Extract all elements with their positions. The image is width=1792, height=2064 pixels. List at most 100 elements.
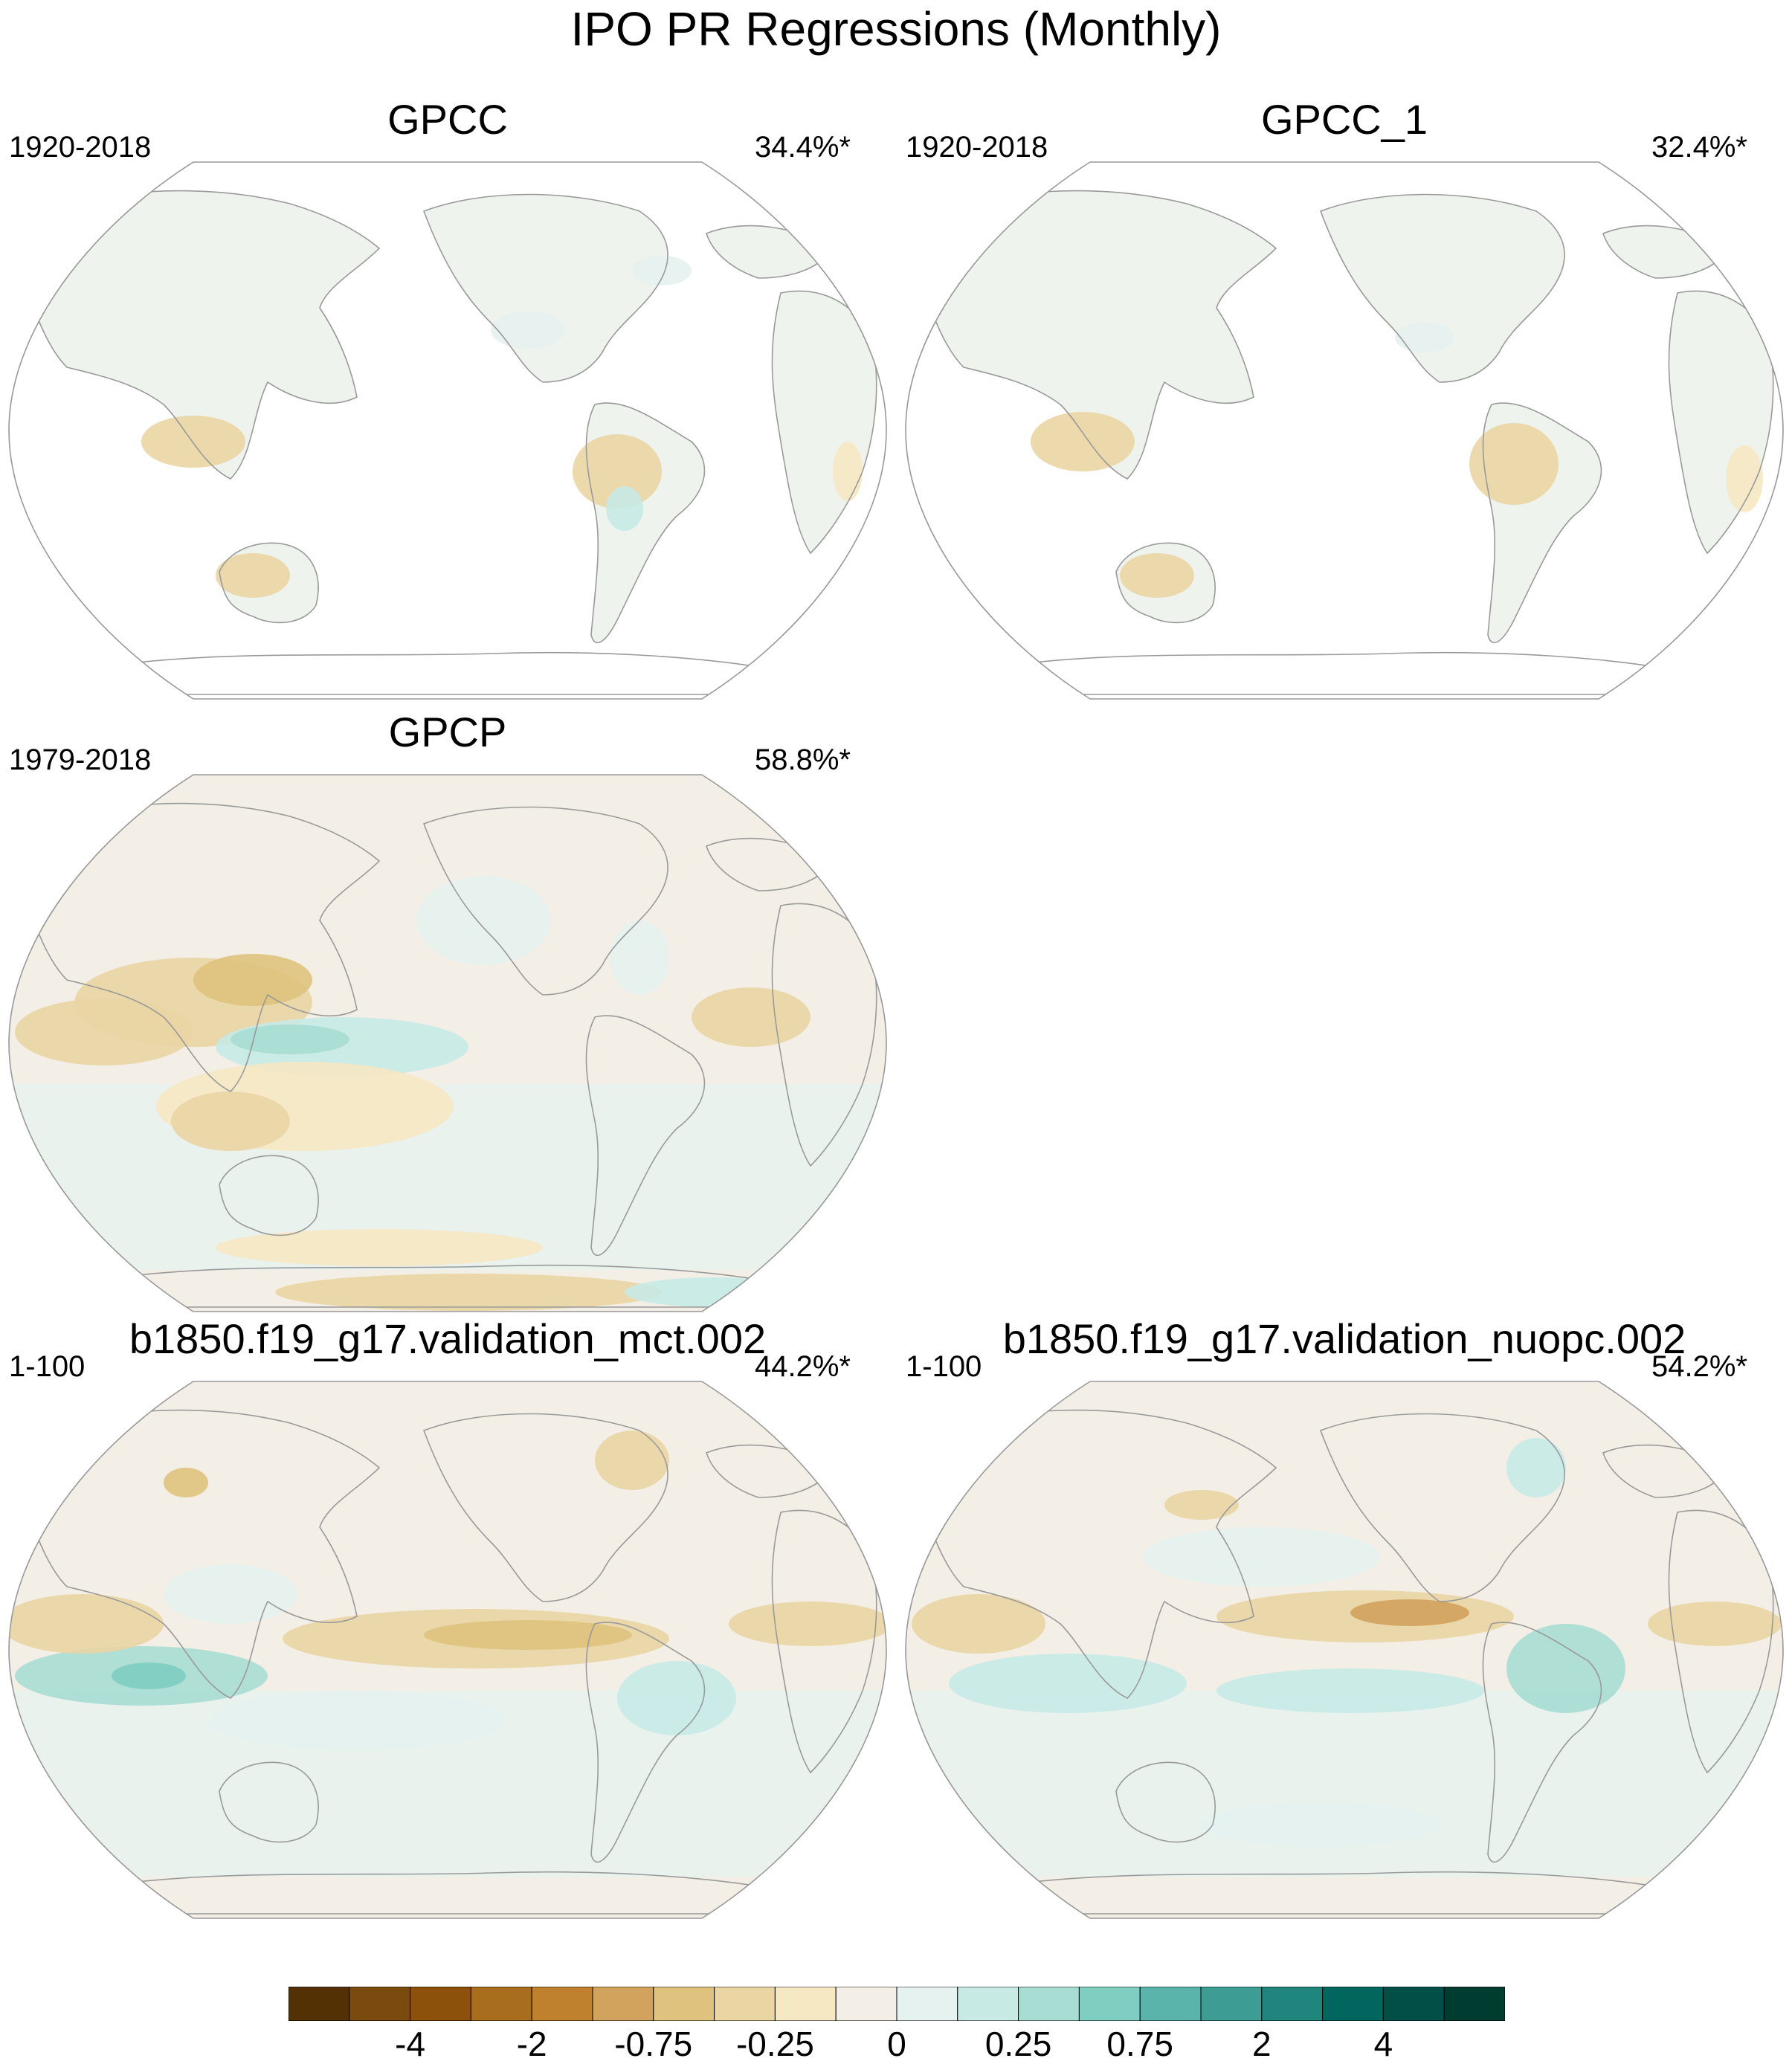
map-nuopc	[905, 1381, 1784, 1919]
anomaly-patch	[625, 1277, 803, 1307]
map-gpcc1	[905, 161, 1784, 700]
panel-nuopc: b1850.f19_g17.validation_nuopc.002 1-100…	[897, 1315, 1792, 1928]
panel-gpcp: GPCP 1979-2018 58.8%*	[0, 708, 895, 1321]
anomaly-patch	[1506, 1624, 1625, 1713]
colorbar-swatch	[1322, 1987, 1384, 2021]
anomaly-patch	[692, 987, 810, 1047]
map-frame	[905, 1381, 1784, 1919]
anomaly-patch	[491, 312, 565, 349]
land-asia	[918, 190, 1276, 479]
panel-title: b1850.f19_g17.validation_mct.002	[129, 1315, 767, 1362]
map-gpcc	[8, 161, 887, 700]
colorbar-swatch	[592, 1987, 654, 2021]
anomaly-patch	[216, 1229, 543, 1266]
coastline-europe	[706, 837, 834, 891]
colorbar-swatch	[1078, 1987, 1141, 2021]
coastline-antarctica	[118, 651, 790, 695]
map-frame	[8, 161, 887, 700]
anomaly-patch	[164, 1468, 208, 1497]
panel-gpcc1: GPCC_1 1920-2018 32.4%*	[897, 95, 1792, 709]
land-asia	[21, 190, 379, 479]
anomaly-patch	[9, 1594, 164, 1654]
anomaly-patch	[1142, 1527, 1380, 1587]
anomaly-patch	[912, 1594, 1045, 1654]
anomaly-patch	[1726, 445, 1763, 512]
anomaly-patch	[606, 486, 643, 531]
colorbar-tick-label: 0.75	[1106, 2025, 1173, 2063]
coastline-antarctica	[118, 1264, 790, 1308]
colorbar-swatch	[289, 1987, 350, 2021]
anomaly-patch	[1469, 423, 1559, 505]
colorbar-tick-label: -4	[395, 2025, 426, 2063]
coastline-europe	[1602, 1444, 1731, 1498]
anomaly-patch	[573, 434, 662, 509]
coastline-asia	[20, 190, 381, 480]
colorbar	[289, 1987, 1505, 2021]
anomaly-patch	[595, 1431, 669, 1490]
colorbar-tick-label: 0.25	[984, 2025, 1052, 2063]
panel-percent: 54.2%*	[1651, 1350, 1747, 1383]
anomaly-patch	[833, 442, 863, 501]
panel-title: GPCP	[388, 709, 507, 755]
colorbar-tick-label: 4	[1373, 2025, 1393, 2063]
anomaly-patch	[231, 1025, 349, 1054]
coastline-asia	[917, 190, 1277, 480]
anomaly-patch	[729, 1602, 886, 1646]
panel-title: b1850.f19_g17.validation_nuopc.002	[1002, 1315, 1686, 1362]
panel-period: 1-100	[906, 1350, 982, 1383]
colorbar-swatch	[774, 1987, 837, 2021]
anomaly-patch	[424, 1620, 632, 1650]
panel-percent: 44.2%*	[755, 1350, 851, 1383]
anomaly-patch	[1395, 323, 1454, 352]
colorbar-tick-label: 0	[887, 2025, 906, 2063]
anomaly-patch	[1648, 1602, 1782, 1646]
coastline-americas_n	[1319, 1413, 1565, 1602]
panel-percent: 32.4%*	[1651, 131, 1747, 164]
panel-period: 1920-2018	[9, 131, 152, 164]
colorbar-swatch	[349, 1987, 411, 2021]
panel-percent: 58.8%*	[755, 744, 851, 776]
coastline-asia	[20, 802, 381, 1092]
anomaly-patch	[610, 920, 669, 995]
coastline-europe	[706, 1444, 834, 1498]
figure-title: IPO PR Regressions (Monthly)	[570, 2, 1222, 56]
colorbar-swatch	[1443, 1987, 1505, 2021]
coastline-europe	[706, 225, 834, 279]
panel-percent: 34.4%*	[755, 131, 851, 164]
panel-period: 1920-2018	[906, 131, 1048, 164]
map-frame	[8, 774, 887, 1312]
colorbar-swatch	[410, 1987, 471, 2021]
anomaly-patch	[193, 954, 312, 1006]
anomaly-patch	[1506, 1438, 1566, 1497]
coastline-americas_s	[1482, 402, 1602, 644]
anomaly-patch	[949, 1654, 1187, 1713]
anomaly-patch	[1350, 1599, 1469, 1626]
anomaly-patch	[1031, 412, 1135, 471]
anomaly-patch	[112, 1663, 186, 1689]
anomaly-patch	[1216, 1668, 1484, 1713]
colorbar-tick-label: -0.25	[735, 2025, 814, 2063]
anomaly-patch	[416, 876, 550, 965]
coastline-americas_s	[1482, 1622, 1602, 1863]
map-gpcp	[8, 774, 887, 1312]
coastline-americas_n	[422, 806, 668, 996]
coastline-americas_s	[585, 1015, 706, 1257]
ocean-cool-band	[906, 1691, 1783, 1877]
anomaly-patch	[216, 553, 290, 598]
anomaly-patch	[1202, 1802, 1440, 1847]
anomaly-patch	[171, 1091, 290, 1151]
colorbar-swatch	[531, 1987, 593, 2021]
coastline-asia	[20, 1409, 381, 1699]
colorbar-swatch	[1261, 1987, 1324, 2021]
colorbar-tick-label: -0.75	[614, 2025, 693, 2063]
coastline-australia	[219, 1761, 319, 1843]
coastline-australia	[1115, 542, 1216, 624]
coastline-australia	[219, 542, 319, 624]
colorbar-swatch	[653, 1987, 715, 2021]
colorbar-tick-label: 2	[1252, 2025, 1272, 2063]
coastline-australia	[219, 1155, 319, 1236]
anomaly-patch	[1164, 1490, 1239, 1520]
coastline-asia	[917, 1409, 1277, 1699]
colorbar-swatch	[470, 1987, 532, 2021]
anomaly-patch	[617, 1661, 736, 1735]
